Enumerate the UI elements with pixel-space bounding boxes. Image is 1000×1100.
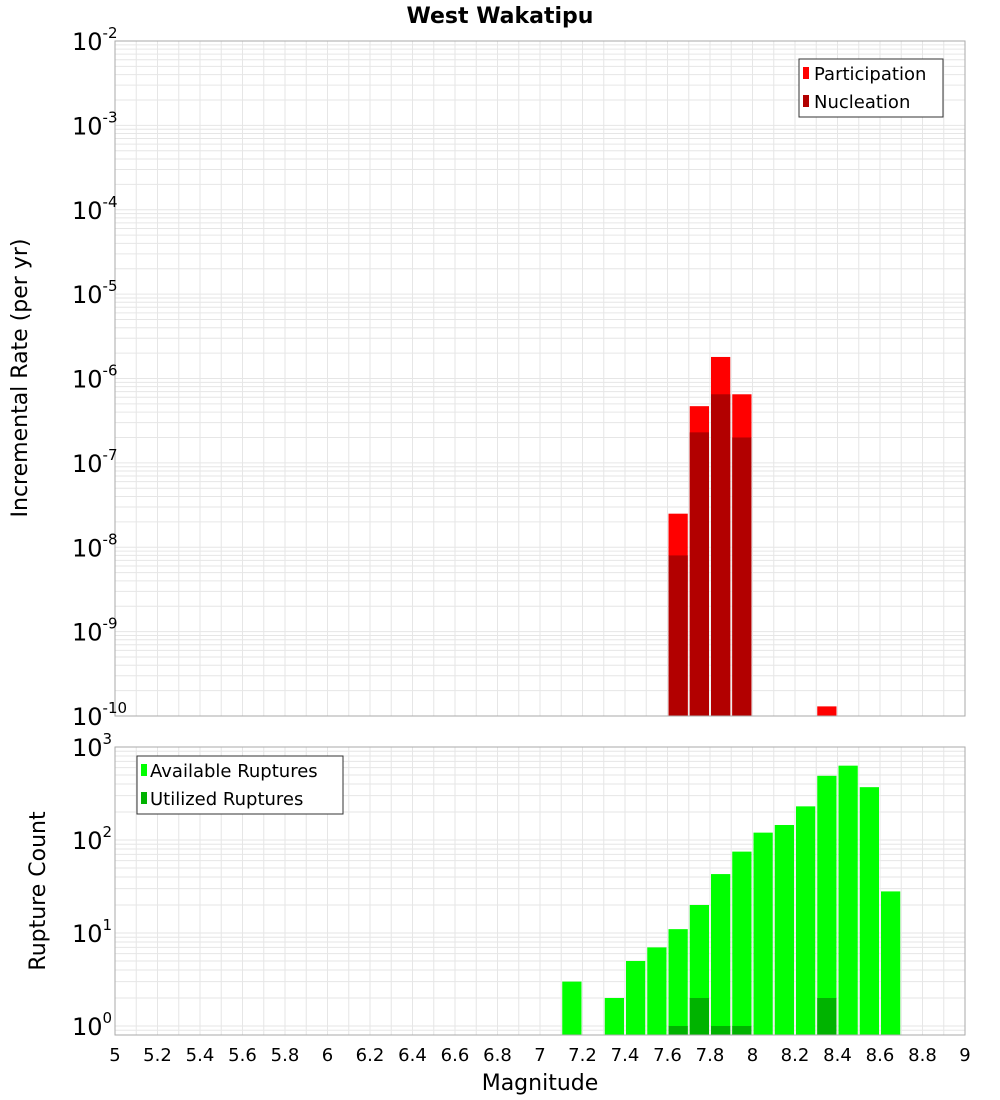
x-tick-label: 8.6: [866, 1045, 895, 1066]
bar-utilized-ruptures: [689, 997, 709, 1035]
bar-available-ruptures: [626, 960, 646, 1035]
bar-utilized-ruptures: [817, 997, 837, 1035]
y-tick-label: 102: [72, 823, 112, 855]
top-panel: 10-10 10-9 10-8 10-7 10-6 10-5 10-4 10-3 10-2 In…: [8, 24, 966, 731]
x-tick-label: 5.6: [228, 1045, 257, 1066]
bar-available-ruptures: [796, 806, 816, 1035]
legend-swatch-available: [141, 764, 147, 776]
x-tick-label: 8: [747, 1045, 758, 1066]
y-tick-label: 10-6: [72, 362, 118, 394]
x-ticks: 5 5.2 5.4 5.6 5.8 6 6.2 6.4 6.6 6.8 7 7.2 7.4 7.6 7.8 8…: [109, 1045, 970, 1066]
legend-swatch-utilized: [141, 792, 147, 804]
chart-title: West Wakatipu: [407, 4, 594, 29]
bar-available-ruptures: [562, 981, 582, 1035]
y-tick-label: 103: [72, 730, 112, 762]
bar-available-ruptures: [817, 775, 837, 1035]
x-tick-label: 7: [534, 1045, 545, 1066]
x-tick-label: 6.2: [356, 1045, 385, 1066]
y-tick-label: 10-10: [72, 699, 127, 731]
x-tick-label: 6.6: [441, 1045, 470, 1066]
bar-available-ruptures: [859, 787, 879, 1035]
bar-nucleation: [711, 394, 731, 716]
legend-label-utilized: Utilized Ruptures: [150, 789, 303, 810]
bar-available-ruptures: [732, 851, 752, 1035]
x-tick-label: 7.4: [611, 1045, 640, 1066]
y-tick-label: 10-5: [72, 277, 118, 309]
legend-swatch-participation: [803, 67, 809, 79]
bottom-y-ticks: 100 101 102 103: [72, 730, 112, 1041]
x-tick-label: 5.8: [271, 1045, 300, 1066]
bar-participation: [817, 706, 837, 716]
x-tick-label: 6.8: [483, 1045, 512, 1066]
x-tick-label: 8.4: [823, 1045, 852, 1066]
bottom-panel: 100 101 102 103 Rupture Count Available Rup…: [26, 730, 966, 1041]
x-axis-label: Magnitude: [482, 1071, 599, 1096]
legend-label-available: Available Ruptures: [150, 761, 318, 782]
bottom-y-axis-label: Rupture Count: [26, 811, 51, 971]
x-tick-label: 7.8: [696, 1045, 725, 1066]
top-legend: Participation Nucleation: [798, 58, 944, 118]
bar-utilized-ruptures: [668, 1025, 688, 1035]
y-tick-label: 10-3: [72, 108, 118, 140]
bottom-legend: Available Ruptures Utilized Ruptures: [136, 755, 344, 815]
y-tick-label: 10-7: [72, 446, 118, 478]
bottom-plot-border: [114, 746, 966, 1036]
y-tick-label: 101: [72, 916, 112, 948]
x-tick-label: 6.4: [398, 1045, 427, 1066]
x-tick-label: 9: [959, 1045, 970, 1066]
bar-available-ruptures: [668, 929, 688, 1035]
bottom-bars: [562, 765, 901, 1035]
legend-label-nucleation: Nucleation: [814, 92, 910, 113]
bar-available-ruptures: [881, 891, 901, 1035]
legend-swatch-nucleation: [803, 95, 809, 107]
y-tick-label: 10-4: [72, 193, 118, 225]
bar-available-ruptures: [774, 824, 794, 1035]
bar-utilized-ruptures: [711, 1025, 731, 1035]
x-tick-label: 8.2: [781, 1045, 810, 1066]
bar-available-ruptures: [604, 997, 624, 1035]
x-tick-label: 5.2: [143, 1045, 172, 1066]
legend-label-participation: Participation: [814, 64, 926, 85]
bottom-legend-box: [136, 755, 344, 815]
top-grid: [114, 40, 966, 717]
bar-nucleation: [668, 555, 688, 716]
x-tick-label: 5.4: [186, 1045, 215, 1066]
top-plot-border: [114, 40, 966, 717]
x-tick-label: 6: [322, 1045, 333, 1066]
bar-nucleation: [689, 432, 709, 716]
bar-utilized-ruptures: [732, 1025, 752, 1035]
y-tick-label: 10-2: [72, 24, 118, 56]
y-tick-label: 100: [72, 1009, 112, 1041]
bar-available-ruptures: [711, 874, 731, 1035]
top-legend-box: [798, 58, 944, 118]
bar-available-ruptures: [647, 947, 667, 1035]
bar-available-ruptures: [838, 765, 858, 1035]
x-tick-label: 7.6: [653, 1045, 682, 1066]
y-tick-label: 10-9: [72, 615, 118, 647]
y-tick-label: 10-8: [72, 530, 118, 562]
bar-nucleation: [732, 437, 752, 716]
x-tick-label: 5: [109, 1045, 120, 1066]
x-tick-label: 8.8: [908, 1045, 937, 1066]
top-bars: [668, 356, 837, 716]
bar-available-ruptures: [753, 832, 773, 1035]
top-y-ticks: 10-10 10-9 10-8 10-7 10-6 10-5 10-4 10-3 10-2: [72, 24, 127, 731]
top-y-axis-label: Incremental Rate (per yr): [8, 239, 33, 518]
x-tick-label: 7.2: [568, 1045, 597, 1066]
